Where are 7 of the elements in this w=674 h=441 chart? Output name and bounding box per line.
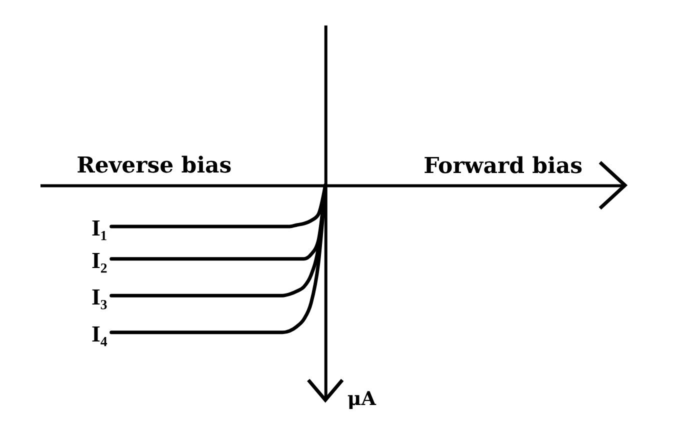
- series-label: I₁: [91, 215, 108, 240]
- series-label: I₄: [91, 321, 108, 346]
- text: Reverse bias: [76, 152, 232, 178]
- series-label: I₂: [91, 248, 108, 273]
- text: μA: [347, 388, 376, 410]
- series-label: I₃: [91, 284, 108, 310]
- x-axis-title: Forward bias: [424, 152, 582, 179]
